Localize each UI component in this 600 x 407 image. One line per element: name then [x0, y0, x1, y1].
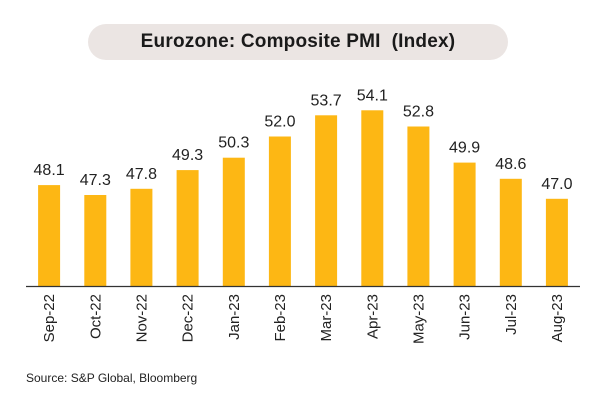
- x-tick-label-dec-22: Dec-22: [180, 294, 197, 342]
- x-tick-label-jun-23: Jun-23: [457, 294, 474, 340]
- bar-sep-22: [38, 185, 61, 286]
- bars-group: [38, 110, 568, 286]
- value-label-jan-23: 50.3: [218, 135, 249, 152]
- x-tick-labels-group: Sep-22 Oct-22 Nov-22 Dec-22 Jan-23 Feb-23 Mar-…: [41, 294, 566, 344]
- x-tick-label-aug-23: Aug-23: [549, 294, 566, 342]
- value-labels-group: 48.1 47.3 47.8 49.3 50.3 52.0 53.7 54.1 52.8 49.9…: [34, 87, 573, 193]
- x-tick-label-sep-22: Sep-22: [41, 294, 58, 342]
- value-label-apr-23: 54.1: [357, 87, 388, 104]
- x-tick-label-jan-23: Jan-23: [226, 294, 243, 340]
- bar-dec-22: [176, 170, 199, 286]
- bar-feb-23: [268, 136, 291, 286]
- value-label-oct-22: 47.3: [80, 172, 111, 189]
- bar-may-23: [407, 126, 430, 286]
- bar-apr-23: [361, 110, 384, 286]
- x-tick-label-nov-22: Nov-22: [133, 294, 150, 342]
- source-note: Source: S&P Global, Bloomberg: [26, 371, 198, 385]
- chart-title: Eurozone: Composite PMI (Index): [140, 31, 456, 52]
- x-tick-label-feb-23: Feb-23: [272, 294, 289, 342]
- value-label-jul-23: 48.6: [495, 156, 526, 173]
- bar-jun-23: [453, 162, 476, 286]
- value-label-sep-22: 48.1: [34, 162, 65, 179]
- bar-aug-23: [545, 198, 568, 286]
- value-label-jun-23: 49.9: [449, 140, 480, 157]
- bar-mar-23: [315, 115, 338, 286]
- bar-jan-23: [222, 157, 245, 286]
- value-label-mar-23: 53.7: [311, 92, 342, 109]
- value-label-feb-23: 52.0: [264, 114, 295, 131]
- value-label-aug-23: 47.0: [541, 176, 572, 193]
- x-tick-label-jul-23: Jul-23: [503, 294, 520, 335]
- bar-jul-23: [499, 178, 522, 286]
- bar-oct-22: [84, 195, 107, 286]
- chart-title-banner: Eurozone: Composite PMI (Index): [88, 24, 508, 60]
- x-tick-label-mar-23: Mar-23: [318, 294, 335, 342]
- value-label-nov-22: 47.8: [126, 166, 157, 183]
- x-tick-label-apr-23: Apr-23: [364, 294, 381, 339]
- x-tick-label-may-23: May-23: [410, 294, 427, 344]
- value-label-dec-22: 49.3: [172, 147, 203, 164]
- x-tick-label-oct-22: Oct-22: [87, 294, 104, 339]
- value-label-may-23: 52.8: [403, 104, 434, 121]
- bar-nov-22: [130, 188, 153, 286]
